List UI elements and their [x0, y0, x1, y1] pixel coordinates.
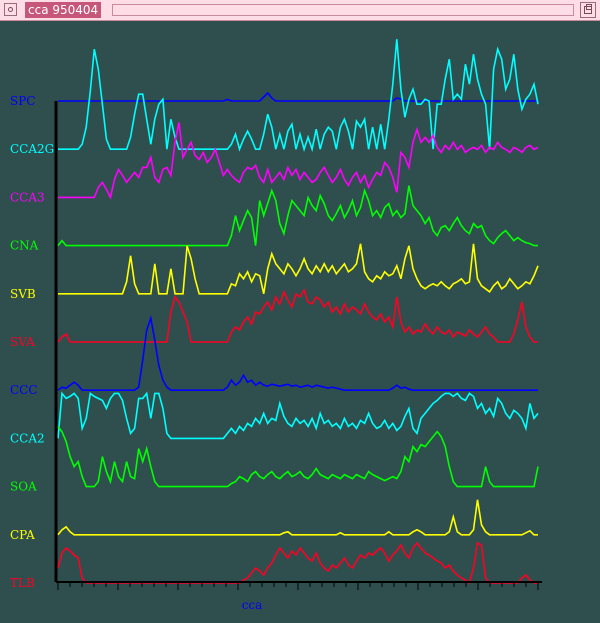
series-line-cca2: [57, 391, 539, 440]
series-line-ccc: [57, 315, 538, 391]
series-label-cna: CNA: [10, 239, 39, 253]
series-line-cca3: [58, 122, 539, 200]
series-line-tlb: [57, 541, 538, 585]
stacked-line-chart: SPC CCA2G CCA3 CNA SVB SVA CCC CCA2 SOA CPA TLB cc…: [10, 39, 542, 612]
series-label-ccc: CCC: [10, 383, 38, 397]
x-axis-ticks: [57, 583, 539, 590]
window-menu-button[interactable]: [4, 3, 17, 16]
x-axis-label: cca: [242, 598, 263, 612]
series-label-cca2g: CCA2G: [10, 142, 54, 156]
series-line-soa: [57, 426, 539, 488]
series-line-cca2g: [58, 39, 539, 153]
series-label-cca2: CCA2: [10, 431, 45, 445]
series-line-cpa: [57, 499, 538, 536]
window-titlebar[interactable]: cca 950404: [0, 0, 600, 21]
titlebar-fill: [112, 4, 574, 16]
series-label-cpa: CPA: [10, 528, 35, 542]
series-line-sva: [57, 288, 538, 343]
maximize-button[interactable]: [580, 2, 596, 18]
window-title: cca 950404: [25, 2, 102, 18]
series-labels: SPC CCA2G CCA3 CNA SVB SVA CCC CCA2 SOA CPA TLB: [10, 94, 54, 590]
series-label-svb: SVB: [10, 287, 36, 301]
series-label-sva: SVA: [10, 335, 35, 349]
series-line-svb: [58, 243, 539, 295]
window-menu-icon: [8, 7, 13, 12]
series-traces: [57, 39, 539, 585]
series-line-spc: [58, 91, 538, 102]
series-line-cna: [57, 185, 538, 247]
series-label-soa: SOA: [10, 480, 37, 494]
maximize-icon: [584, 6, 592, 14]
series-label-cca3: CCA3: [10, 190, 45, 204]
series-label-tlb: TLB: [10, 576, 35, 590]
series-label-spc: SPC: [10, 94, 35, 108]
